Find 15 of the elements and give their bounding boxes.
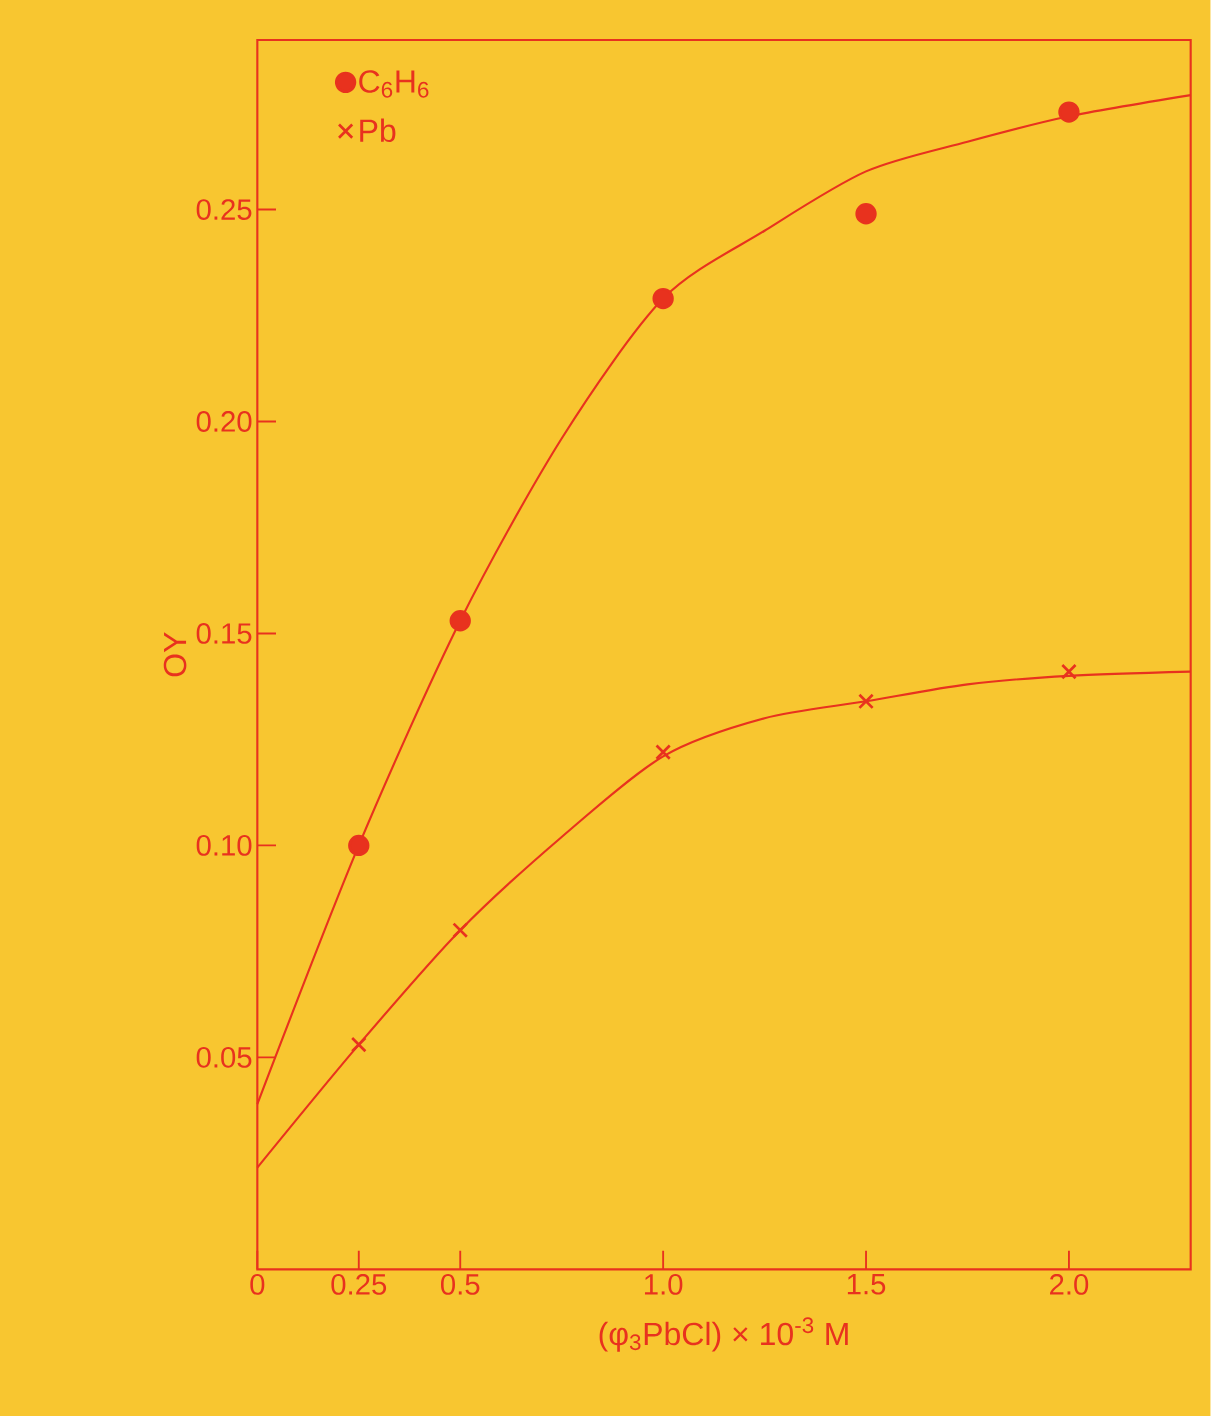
y-tick-label: 0.10 bbox=[196, 835, 252, 856]
y-tick-label: 0.15 bbox=[196, 623, 252, 644]
x-tick-label: 1.5 bbox=[848, 1274, 886, 1295]
y-tick-label: 0.20 bbox=[196, 411, 252, 432]
y-tick-label: 0.25 bbox=[196, 199, 252, 220]
x-tick-label: 0.25 bbox=[331, 1274, 387, 1295]
x-tick-label: 2.0 bbox=[1050, 1274, 1089, 1295]
y-tick-label: 0.05 bbox=[196, 1046, 252, 1068]
x-tick-label: 1.0 bbox=[645, 1274, 683, 1295]
legend-label: C$_{6}$H$_{6}$ bbox=[359, 70, 429, 98]
legend-label: Pb bbox=[360, 118, 396, 143]
x-axis-title: (φ$_{3}$PbCl) × 10$^{-3}$ M bbox=[599, 1317, 848, 1352]
y-axis-title: OY bbox=[163, 632, 187, 677]
x-tick-label: 0 bbox=[250, 1274, 265, 1295]
x-tick-label: 0.5 bbox=[441, 1274, 480, 1295]
